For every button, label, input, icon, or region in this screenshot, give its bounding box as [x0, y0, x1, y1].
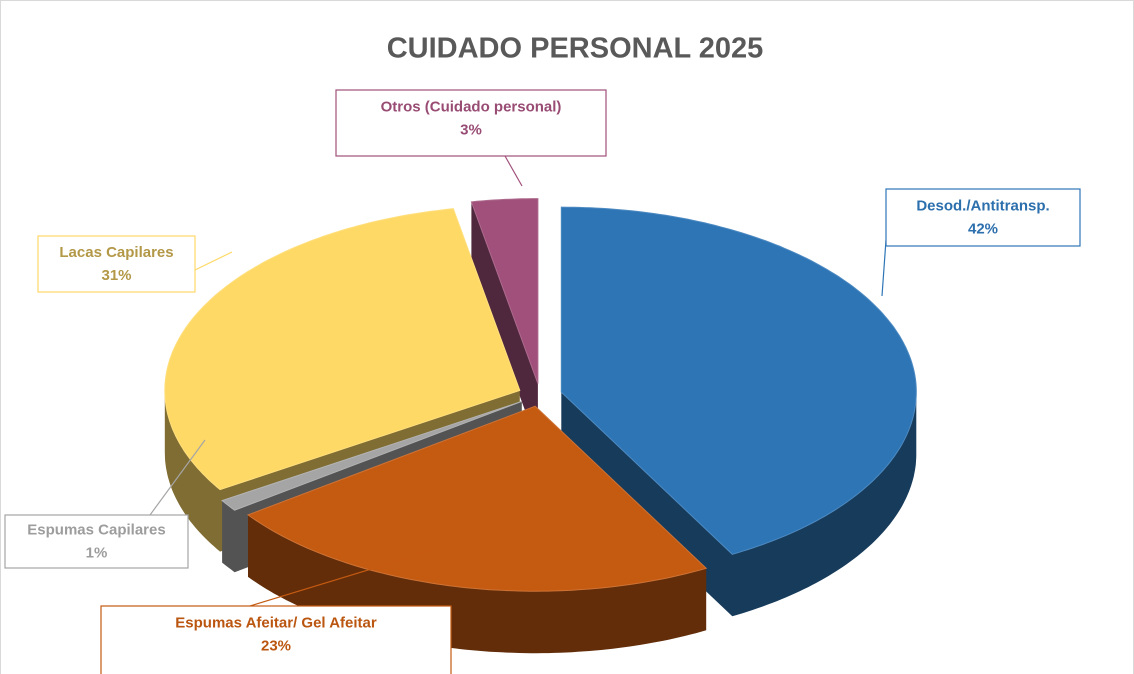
data-label-name: Espumas Afeitar/ Gel Afeitar [175, 614, 377, 631]
label-box [4, 514, 189, 569]
data-label-name: Otros (Cuidado personal) [381, 98, 562, 115]
slice [470, 198, 539, 384]
slice [560, 206, 917, 555]
slice [221, 400, 522, 511]
leader-line [504, 155, 523, 187]
data-label-value: 23% [261, 637, 291, 654]
data-label-value: 42% [968, 220, 998, 237]
slice [246, 405, 708, 592]
label-box [100, 605, 452, 674]
data-label-name: Desod./Antitransp. [916, 197, 1049, 214]
data-label-name: Espumas Capilares [27, 521, 165, 538]
leader-line [194, 251, 233, 271]
data-label-name: Lacas Capilares [59, 244, 173, 261]
chart-title: CUIDADO PERSONAL 2025 [387, 33, 764, 65]
leader-line [881, 239, 887, 297]
data-label-value: 3% [460, 121, 482, 138]
leader-line [249, 544, 451, 607]
label-box [335, 89, 607, 157]
label-box [37, 235, 196, 293]
slice [164, 208, 521, 491]
data-label-value: 1% [86, 544, 108, 561]
leader-line [149, 439, 206, 516]
data-label-value: 31% [101, 267, 131, 284]
label-box [885, 188, 1081, 247]
